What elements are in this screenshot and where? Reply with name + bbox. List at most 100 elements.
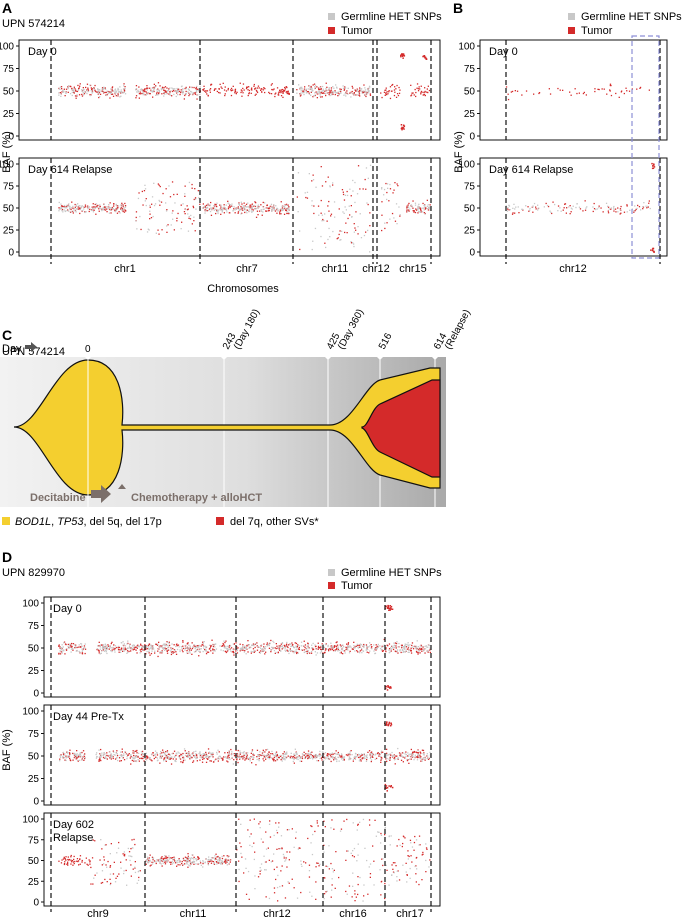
data-point <box>354 650 356 652</box>
data-point <box>255 764 257 766</box>
data-point <box>226 650 229 652</box>
data-point <box>309 652 311 654</box>
data-point <box>112 207 114 210</box>
data-point <box>399 844 401 846</box>
data-point <box>256 205 258 207</box>
data-point <box>159 185 161 188</box>
data-point <box>325 644 327 646</box>
data-point <box>275 651 277 654</box>
data-point <box>110 92 113 95</box>
data-point <box>164 855 166 857</box>
data-point <box>353 223 355 225</box>
data-point <box>356 88 358 90</box>
data-point <box>115 204 117 206</box>
data-point <box>209 210 212 213</box>
data-point <box>270 205 272 207</box>
data-point <box>253 83 255 86</box>
data-point <box>426 757 428 760</box>
data-point <box>131 645 134 647</box>
data-point <box>426 199 428 201</box>
data-point <box>217 861 219 863</box>
data-point <box>380 894 382 896</box>
data-point <box>69 759 71 761</box>
data-point <box>64 753 66 755</box>
data-point <box>105 206 107 208</box>
data-point <box>401 128 403 131</box>
data-point <box>198 655 200 657</box>
data-point <box>402 124 405 126</box>
data-point <box>208 209 210 212</box>
data-point <box>311 87 313 89</box>
data-point <box>78 94 81 96</box>
data-point <box>116 756 118 759</box>
data-point <box>349 751 351 753</box>
data-point <box>63 90 65 92</box>
data-point <box>126 650 129 652</box>
data-point <box>367 646 369 648</box>
data-point <box>175 653 178 655</box>
data-point <box>248 757 250 760</box>
data-point <box>223 640 225 642</box>
data-point <box>421 645 423 648</box>
data-point <box>84 643 86 645</box>
data-point <box>328 88 330 90</box>
data-point <box>198 752 200 755</box>
data-point <box>339 644 341 646</box>
data-point <box>198 644 200 647</box>
data-point <box>188 864 190 866</box>
data-point <box>210 207 212 209</box>
data-point <box>595 208 597 211</box>
data-point <box>346 646 349 648</box>
data-point <box>122 644 124 646</box>
data-point <box>207 651 210 653</box>
data-point <box>415 651 418 653</box>
data-point <box>390 723 393 726</box>
data-point <box>221 645 223 647</box>
data-point <box>385 685 387 688</box>
data-point <box>358 94 360 96</box>
data-point <box>204 753 206 756</box>
data-point <box>334 756 337 758</box>
data-point <box>178 757 181 759</box>
data-point <box>240 205 242 208</box>
data-point <box>308 755 310 757</box>
data-point <box>175 754 177 757</box>
data-point <box>583 91 585 94</box>
data-point <box>424 90 426 93</box>
data-point <box>68 647 70 649</box>
data-point <box>144 88 146 90</box>
data-point <box>83 208 85 210</box>
data-point <box>66 648 68 650</box>
data-point <box>274 210 277 212</box>
data-point <box>316 820 318 822</box>
data-point <box>135 95 138 97</box>
data-point <box>423 758 425 760</box>
y-tick-label: 50 <box>28 856 40 867</box>
data-point <box>282 647 284 649</box>
data-point <box>227 202 229 204</box>
data-point <box>91 209 93 211</box>
data-point <box>385 785 388 787</box>
data-point <box>65 755 67 757</box>
data-point <box>161 651 164 653</box>
data-point <box>194 188 196 190</box>
data-point <box>157 229 159 231</box>
data-point <box>226 760 228 762</box>
data-point <box>182 752 184 755</box>
data-point <box>82 87 84 89</box>
data-point <box>128 851 131 853</box>
data-point <box>210 859 212 861</box>
data-point <box>112 90 114 92</box>
data-point <box>382 751 384 753</box>
data-point <box>308 864 311 866</box>
data-point <box>210 862 213 864</box>
data-point <box>356 90 358 92</box>
y-tick-label: 75 <box>28 729 40 740</box>
data-point <box>217 855 219 858</box>
data-point <box>244 759 246 761</box>
data-point <box>149 218 151 220</box>
data-point <box>271 646 273 648</box>
data-point <box>212 207 214 209</box>
data-point <box>162 192 164 195</box>
data-point <box>364 91 366 93</box>
